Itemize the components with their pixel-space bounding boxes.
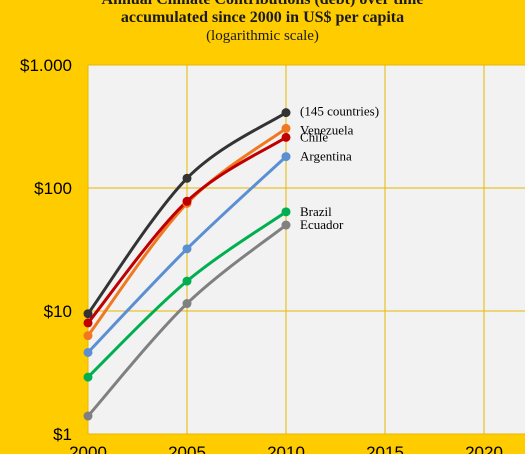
series-label: Venezuela bbox=[300, 122, 354, 137]
data-point bbox=[83, 309, 93, 319]
data-point bbox=[83, 372, 93, 382]
series-label: Ecuador bbox=[300, 217, 344, 232]
chart-subtitle: (logarithmic scale) bbox=[206, 28, 319, 44]
series-label: Brazil bbox=[300, 204, 332, 219]
data-point bbox=[182, 173, 192, 183]
x-tick-label: 2000 bbox=[69, 443, 107, 454]
data-point bbox=[281, 132, 291, 142]
data-point bbox=[281, 207, 291, 217]
y-tick-label: $1 bbox=[53, 425, 72, 444]
plot-area bbox=[88, 65, 525, 434]
data-point bbox=[182, 276, 192, 286]
x-tick-label: 2010 bbox=[267, 443, 305, 454]
data-point bbox=[182, 196, 192, 206]
x-tick-label: 2015 bbox=[366, 443, 404, 454]
data-point bbox=[83, 318, 93, 328]
data-point bbox=[281, 220, 291, 230]
data-point bbox=[83, 331, 93, 341]
y-tick-label: $1.000 bbox=[20, 56, 72, 75]
series-label: (145 countries) bbox=[300, 104, 379, 119]
y-tick-label: $10 bbox=[44, 302, 72, 321]
chart-title-line-2: accumulated since 2000 in US$ per capita bbox=[120, 9, 405, 26]
y-tick-label: $100 bbox=[34, 179, 72, 198]
data-point bbox=[83, 411, 93, 421]
data-point bbox=[281, 108, 291, 118]
x-axis: 2000 2005 2010 2015 2020 bbox=[69, 443, 503, 454]
data-point bbox=[182, 244, 192, 254]
chart-title-line-1: Annual Climate Contributions (debt) over… bbox=[0, 0, 525, 9]
series-label: Chile bbox=[300, 129, 328, 144]
series-label: Argentina bbox=[300, 149, 352, 164]
data-point bbox=[83, 347, 93, 357]
series-points bbox=[83, 108, 291, 421]
x-tick-label: 2005 bbox=[168, 443, 206, 454]
data-point bbox=[281, 123, 291, 133]
y-axis: $1 $10 $100 $1.000 bbox=[20, 56, 72, 444]
chart-title: Annual Climate Contributions (debt) over… bbox=[0, 0, 525, 45]
x-tick-label: 2020 bbox=[465, 443, 503, 454]
data-point bbox=[281, 152, 291, 162]
data-point bbox=[182, 299, 192, 309]
